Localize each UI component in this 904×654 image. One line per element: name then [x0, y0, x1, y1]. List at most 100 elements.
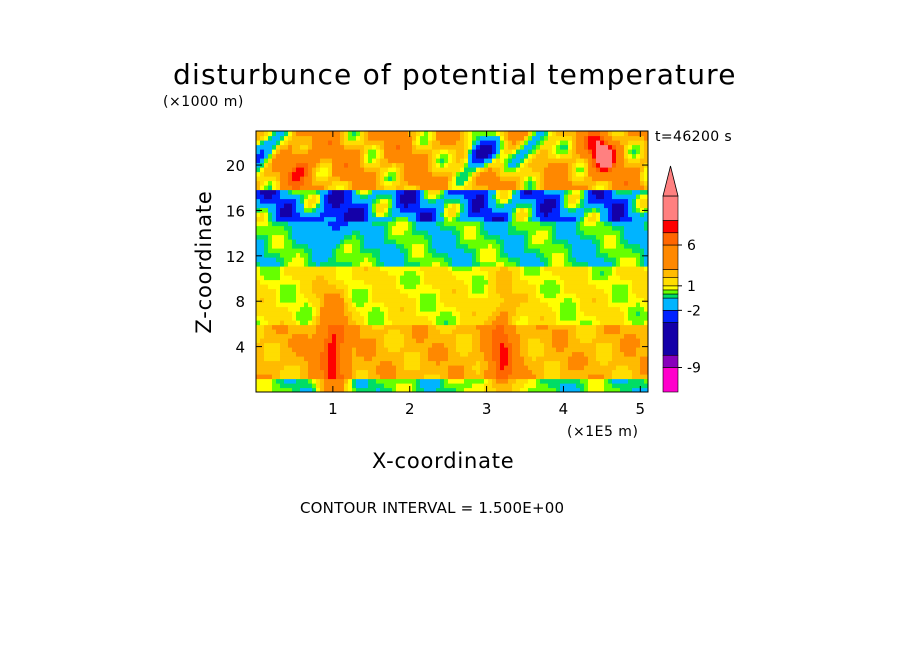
field-cell — [536, 131, 541, 137]
field-cell — [508, 284, 513, 290]
field-cell — [396, 180, 401, 186]
field-cell — [412, 131, 417, 137]
field-cell — [260, 311, 265, 317]
field-cell — [432, 140, 437, 146]
field-cell — [268, 311, 273, 317]
field-cell — [468, 252, 473, 258]
field-cell — [532, 365, 537, 371]
field-cell — [412, 324, 417, 330]
field-cell — [408, 153, 413, 159]
field-cell — [500, 176, 505, 182]
field-cell — [564, 243, 569, 249]
field-cell — [276, 261, 281, 267]
field-cell — [444, 279, 449, 285]
field-cell — [488, 239, 493, 245]
field-cell — [372, 293, 377, 299]
field-cell — [472, 279, 477, 285]
field-cell — [528, 360, 533, 366]
field-cell — [572, 324, 577, 330]
field-cell — [304, 225, 309, 231]
field-cell — [568, 153, 573, 159]
field-cell — [424, 320, 429, 326]
field-cell — [428, 185, 433, 191]
field-cell — [400, 302, 405, 308]
field-cell — [424, 333, 429, 339]
field-cell — [260, 212, 265, 218]
field-cell — [492, 230, 497, 236]
field-cell — [560, 257, 565, 263]
field-cell — [408, 270, 413, 276]
field-cell — [524, 261, 529, 267]
field-cell — [508, 315, 513, 321]
field-cell — [272, 185, 277, 191]
field-cell — [416, 180, 421, 186]
field-cell — [332, 320, 337, 326]
field-cell — [392, 360, 397, 366]
field-cell — [532, 302, 537, 308]
field-cell — [300, 347, 305, 353]
field-cell — [532, 234, 537, 240]
field-cell — [428, 239, 433, 245]
field-cell — [268, 140, 273, 146]
field-cell — [300, 149, 305, 155]
field-cell — [592, 329, 597, 335]
field-cell — [396, 216, 401, 222]
field-cell — [408, 288, 413, 294]
field-cell — [336, 360, 341, 366]
field-cell — [340, 225, 345, 231]
field-cell — [588, 360, 593, 366]
field-cell — [340, 153, 345, 159]
field-cell — [516, 284, 521, 290]
field-cell — [452, 243, 457, 249]
field-cell — [436, 329, 441, 335]
field-cell — [324, 230, 329, 236]
field-cell — [304, 203, 309, 209]
field-cell — [480, 333, 485, 339]
field-cell — [560, 198, 565, 204]
field-cell — [496, 131, 501, 137]
field-cell — [440, 221, 445, 227]
field-cell — [556, 158, 561, 164]
field-cell — [544, 234, 549, 240]
field-cell — [296, 176, 301, 182]
field-cell — [436, 297, 441, 303]
field-cell — [516, 257, 521, 263]
field-cell — [552, 369, 557, 375]
field-cell — [528, 387, 533, 392]
field-cell — [444, 261, 449, 267]
field-cell — [356, 243, 361, 249]
field-cell — [560, 302, 565, 308]
field-cell — [348, 194, 353, 200]
field-cell — [484, 365, 489, 371]
field-cell — [256, 275, 261, 281]
field-cell — [576, 315, 581, 321]
field-cell — [348, 162, 353, 168]
field-cell — [596, 360, 601, 366]
field-cell — [356, 189, 361, 195]
field-cell — [476, 284, 481, 290]
field-cell — [392, 378, 397, 384]
field-cell — [440, 234, 445, 240]
field-cell — [596, 216, 601, 222]
field-cell — [388, 311, 393, 317]
field-cell — [328, 140, 333, 146]
field-cell — [308, 221, 313, 227]
field-cell — [588, 329, 593, 335]
field-cell — [536, 185, 541, 191]
field-cell — [496, 374, 501, 380]
field-cell — [276, 257, 281, 263]
field-cell — [464, 180, 469, 186]
field-cell — [484, 221, 489, 227]
field-cell — [560, 275, 565, 281]
field-cell — [356, 207, 361, 213]
field-cell — [320, 189, 325, 195]
field-cell — [504, 356, 509, 362]
field-cell — [288, 374, 293, 380]
field-cell — [504, 153, 509, 159]
field-cell — [496, 365, 501, 371]
field-cell — [336, 194, 341, 200]
field-cell — [560, 329, 565, 335]
field-cell — [488, 149, 493, 155]
field-cell — [300, 279, 305, 285]
field-cell — [512, 365, 517, 371]
